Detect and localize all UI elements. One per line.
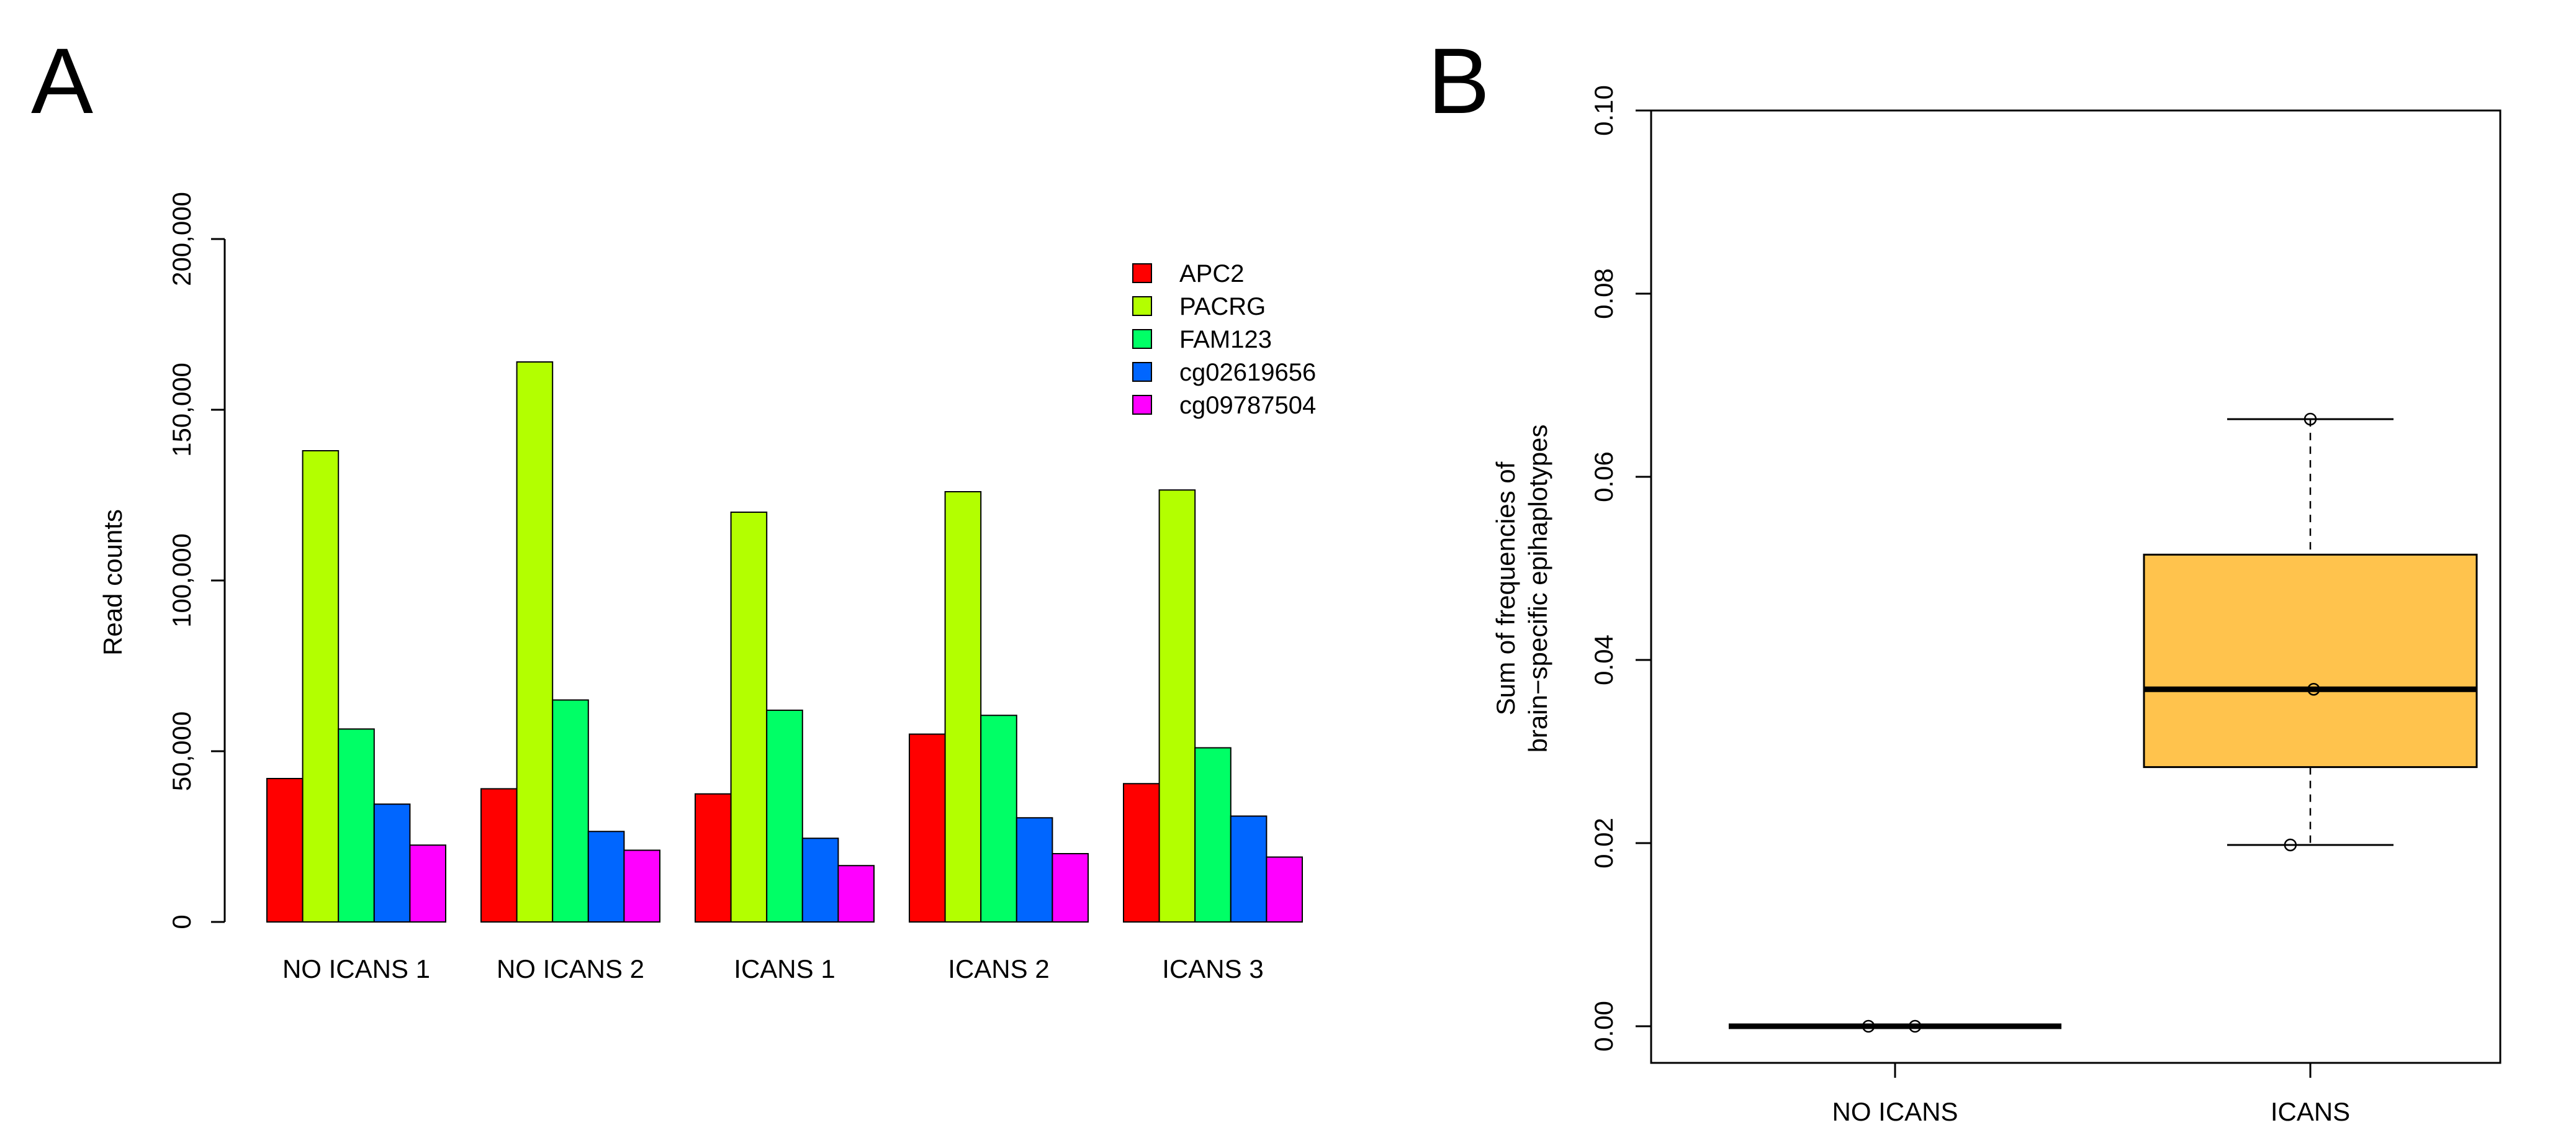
box-1 xyxy=(2143,553,2478,769)
y-tick-label-b: 0.10 xyxy=(1589,85,1618,136)
panel-label-b: B xyxy=(1428,29,1490,133)
y-axis-ticks-b: 0.00 0.02 0.04 0.06 0.08 0.10 xyxy=(1589,85,1651,1052)
bar-APC2 xyxy=(266,778,304,923)
legend-label-cg02619656: cg02619656 xyxy=(1179,359,1316,386)
y-axis-title-b-line2: brain−specific epihaplotypes xyxy=(1523,425,1552,753)
legend-swatch-cg02619656 xyxy=(1132,362,1152,382)
data-point xyxy=(2307,682,2320,696)
bar-FAM123 xyxy=(1194,747,1232,923)
legend-label-APC2: APC2 xyxy=(1179,260,1245,287)
bar-cg02619656 xyxy=(1230,815,1268,923)
legend-swatch-APC2 xyxy=(1132,263,1152,283)
bar-cg02619656 xyxy=(373,803,411,923)
y-tick-label-b: 0.08 xyxy=(1589,268,1618,319)
y-tick-label-a: 200,000 xyxy=(167,192,196,286)
bar-cg09787504 xyxy=(1052,853,1089,923)
legend: APC2 PACRG FAM123 cg02619656 cg09787504 xyxy=(1132,260,1316,419)
bar-APC2 xyxy=(1123,783,1160,923)
x-tick-label-a: ICANS 1 xyxy=(734,954,835,983)
x-tick-label-a: ICANS 3 xyxy=(1162,954,1263,983)
bar-PACRG xyxy=(1158,489,1196,923)
bar-APC2 xyxy=(480,788,518,923)
x-tick-label-a: ICANS 2 xyxy=(948,954,1049,983)
y-axis-ticks-a: 0 50,000 100,000 150,000 200,000 xyxy=(167,192,225,929)
bar-PACRG xyxy=(944,491,982,923)
y-tick-label-a: 0 xyxy=(167,914,196,929)
bar-FAM123 xyxy=(552,699,589,923)
bar-FAM123 xyxy=(980,715,1017,923)
legend-label-cg09787504: cg09787504 xyxy=(1179,392,1316,419)
y-tick-label-b: 0.02 xyxy=(1589,818,1618,869)
data-point xyxy=(1908,1019,1922,1033)
bar-PACRG xyxy=(516,361,554,923)
legend-swatch-cg09787504 xyxy=(1132,395,1152,415)
bar-chart: Read counts 0 50,000 100,000 150,000 200,000… xyxy=(98,192,1316,983)
legend-swatch-PACRG xyxy=(1132,296,1152,316)
bars xyxy=(266,361,1304,923)
y-tick-label-b: 0.04 xyxy=(1589,634,1618,685)
y-tick-label-a: 100,000 xyxy=(167,533,196,628)
bar-cg09787504 xyxy=(837,865,875,923)
y-tick-label-a: 150,000 xyxy=(167,363,196,457)
box-plot: Sum of frequencies of brain−specific epi… xyxy=(1491,85,2502,1126)
x-axis-ticks-b: NO ICANS ICANS xyxy=(1832,1063,2350,1126)
legend-label-FAM123: FAM123 xyxy=(1179,326,1272,353)
bar-FAM123 xyxy=(766,710,803,923)
legend-swatch-FAM123 xyxy=(1132,329,1152,349)
bar-cg09787504 xyxy=(623,849,661,923)
panel-label-a: A xyxy=(31,29,93,133)
bar-cg09787504 xyxy=(409,844,447,923)
bar-cg09787504 xyxy=(1266,856,1304,923)
boxes xyxy=(1729,412,2478,1033)
x-tick-label-b: NO ICANS xyxy=(1832,1097,1958,1126)
x-axis-labels-a: NO ICANS 1 NO ICANS 2 ICANS 1 ICANS 2 ICANS … xyxy=(282,954,1264,983)
bar-APC2 xyxy=(909,733,946,923)
y-tick-label-b: 0.00 xyxy=(1589,1001,1618,1052)
bar-PACRG xyxy=(730,512,768,923)
data-point xyxy=(2304,412,2317,426)
bar-PACRG xyxy=(302,450,340,923)
y-tick-label-a: 50,000 xyxy=(167,711,196,791)
bar-cg02619656 xyxy=(587,831,625,923)
y-axis-title-b-line1: Sum of frequencies of xyxy=(1491,461,1520,715)
x-tick-label-b: ICANS xyxy=(2271,1097,2350,1126)
legend-label-PACRG: PACRG xyxy=(1179,293,1266,320)
bar-cg02619656 xyxy=(1016,817,1053,923)
bar-cg02619656 xyxy=(801,838,839,923)
x-tick-label-a: NO ICANS 2 xyxy=(497,954,644,983)
bar-APC2 xyxy=(695,793,732,923)
data-point xyxy=(1862,1019,1875,1033)
bar-FAM123 xyxy=(338,728,375,923)
y-tick-label-b: 0.06 xyxy=(1589,451,1618,502)
plot-frame-b xyxy=(1650,109,2502,1064)
x-tick-label-a: NO ICANS 1 xyxy=(282,954,430,983)
data-point xyxy=(2284,838,2297,852)
y-axis-title-a: Read counts xyxy=(98,509,127,656)
